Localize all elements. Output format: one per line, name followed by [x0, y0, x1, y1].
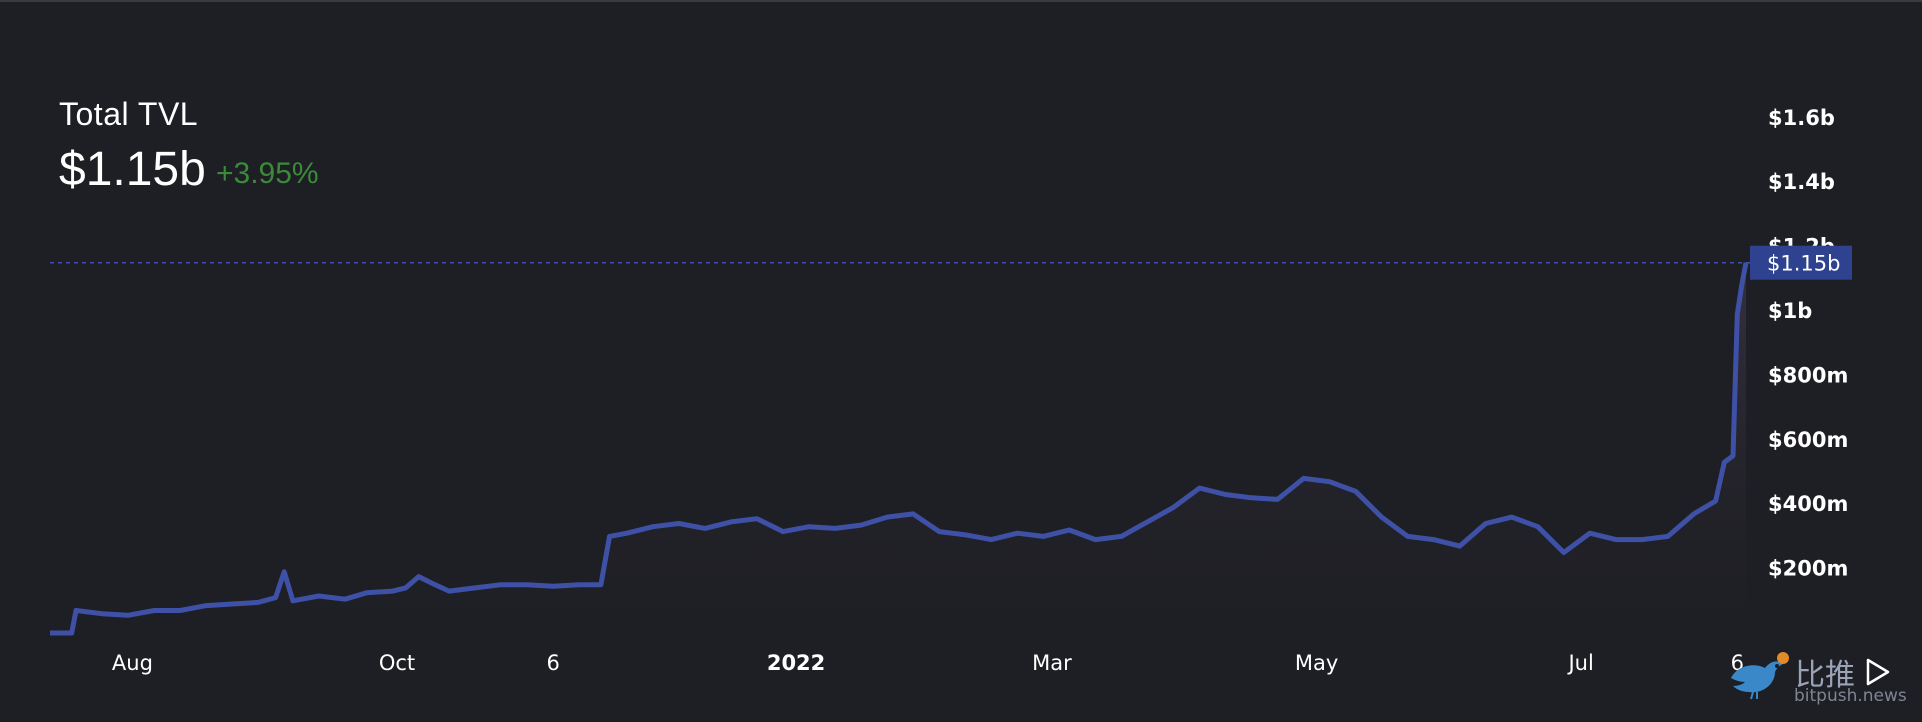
watermark-text: 比推 [1795, 658, 1855, 693]
y-tick-label: $600m [1768, 428, 1848, 452]
x-axis: Aug Oct 6 2022 Mar May Jul 6 [112, 651, 1744, 675]
x-tick-label: May [1295, 651, 1338, 675]
x-tick-label: Aug [112, 651, 153, 675]
tvl-series-line [50, 262, 1749, 636]
play-icon[interactable] [1862, 657, 1892, 692]
y-tick-label: $400m [1768, 492, 1848, 516]
y-axis: $200m$400m$600m$800m$1b$1.2b$1.4b$1.6b [1768, 106, 1848, 581]
y-tick-label: $1.6b [1768, 106, 1835, 130]
x-tick-label: Oct [379, 651, 415, 675]
tvl-value: $1.15b [59, 143, 206, 196]
y-tick-label: $200m [1768, 557, 1848, 581]
current-value-badge [1750, 245, 1852, 280]
x-tick-label: 2022 [767, 651, 825, 675]
current-value-marker: $1.15b [1750, 245, 1852, 280]
y-tick-label: $800m [1768, 363, 1848, 387]
y-tick-label: $1.4b [1768, 170, 1835, 194]
tvl-area-fill [50, 262, 1746, 635]
watermark-url: bitpush.news [1794, 686, 1907, 706]
x-tick-label: Mar [1032, 651, 1072, 675]
x-tick-label: Jul [1566, 651, 1593, 675]
bird-logo-icon [1727, 652, 1789, 705]
current-value-label: $1.15b [1767, 252, 1840, 276]
chart-title: Total TVL [59, 96, 199, 132]
y-tick-label: $1b [1768, 299, 1812, 323]
tvl-change-percent: +3.95% [216, 157, 319, 190]
x-tick-label: 6 [546, 651, 559, 675]
